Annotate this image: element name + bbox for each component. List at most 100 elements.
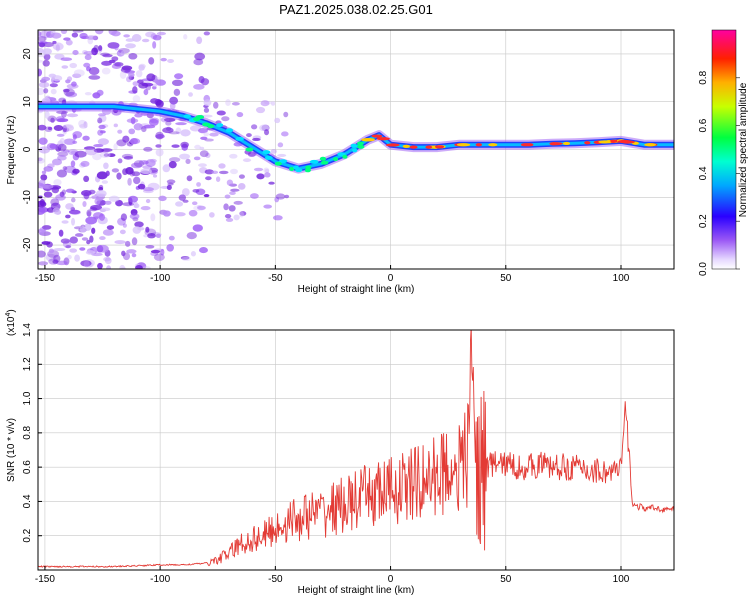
spectrogram-xlabel: Height of straight line (km) [298, 284, 415, 295]
noise-blob [38, 81, 50, 88]
noise-blob [162, 164, 171, 173]
noise-blob [132, 81, 139, 87]
noise-blob [108, 59, 116, 64]
noise-blob [96, 171, 108, 180]
noise-blob [274, 117, 281, 124]
noise-blob [69, 210, 81, 215]
noise-blob [66, 76, 73, 82]
noise-blob [38, 157, 45, 164]
noise-blob [100, 207, 111, 212]
noise-blob [249, 193, 259, 199]
noise-blob [277, 142, 284, 148]
y-tick-label: 0 [22, 146, 33, 152]
noise-blob [55, 194, 66, 201]
noise-blob [183, 34, 188, 40]
noise-blob [194, 52, 206, 61]
noise-blob [111, 168, 120, 173]
noise-blob [171, 144, 180, 148]
colorbar-tick-label: 0.2 [698, 214, 709, 228]
noise-blob [50, 88, 57, 95]
noise-blob [168, 235, 175, 241]
ridge-core [183, 114, 191, 119]
noise-blob [186, 175, 193, 182]
noise-blob [122, 202, 135, 207]
noise-blob [62, 166, 68, 171]
noise-blob [200, 136, 208, 140]
noise-blob [38, 68, 43, 77]
noise-blob [199, 150, 209, 158]
noise-blob [69, 248, 78, 253]
noise-blob [103, 162, 109, 170]
noise-blob [142, 165, 153, 170]
noise-blob [116, 172, 122, 180]
snr-series [38, 330, 674, 568]
noise-blob [105, 170, 110, 177]
noise-blob [92, 153, 102, 161]
colorbar-ticks: 0.0 0.2 0.4 0.6 0.8 [698, 70, 740, 276]
ridge-core [609, 139, 617, 143]
noise-blob [82, 50, 88, 55]
noise-blob [143, 234, 149, 238]
noise-blob [202, 114, 213, 118]
noise-blob [117, 158, 123, 164]
ridge-core [350, 143, 358, 148]
noise-blob [147, 182, 160, 191]
noise-blob [181, 256, 192, 262]
noise-blob [57, 143, 67, 152]
noise-blob [41, 76, 51, 82]
noise-blob [56, 133, 65, 137]
x-tick-label: -100 [150, 273, 170, 284]
noise-blob [74, 254, 81, 262]
noise-blob [96, 89, 104, 96]
noise-blob [133, 200, 138, 209]
noise-blob [83, 260, 90, 268]
ridge-core [342, 154, 348, 159]
noise-blob [188, 209, 198, 217]
noise-blob [145, 226, 150, 233]
noise-blob [203, 194, 210, 198]
y-tick-label: 1.4 [22, 323, 33, 337]
x-tick-label: 0 [388, 574, 394, 585]
noise-blob [49, 143, 58, 149]
noise-blob [135, 70, 143, 78]
noise-blob [233, 214, 240, 221]
ridge-core [245, 147, 254, 152]
ridge-core [278, 159, 288, 164]
noise-blob [84, 91, 92, 96]
noise-blob [98, 184, 104, 190]
noise-blob [50, 117, 55, 123]
ridge-core [320, 160, 329, 165]
noise-blob [113, 143, 118, 151]
noise-blob [93, 44, 99, 53]
noise-blob [41, 170, 47, 175]
noise-blob [155, 100, 164, 108]
noise-blob [49, 83, 58, 88]
noise-blob [165, 126, 172, 131]
noise-blob [91, 47, 98, 56]
noise-blob [134, 113, 143, 118]
noise-blob [45, 253, 56, 262]
noise-blob [229, 191, 236, 196]
noise-blob [160, 248, 165, 256]
noise-blob [166, 244, 174, 252]
noise-blob [128, 72, 135, 78]
snr-panel: -150 -100 -50 0 50 100 0.20.40.60.81.01.21.4 … [5, 309, 675, 596]
noise-blob [138, 82, 149, 89]
noise-blob [148, 118, 159, 126]
noise-blob [284, 194, 290, 199]
noise-blob [51, 158, 63, 166]
noise-blob [196, 36, 203, 45]
noise-blob [59, 191, 65, 198]
noise-blob [71, 32, 79, 38]
noise-blob [224, 213, 232, 219]
noise-blob [152, 83, 158, 87]
noise-blob [216, 110, 226, 116]
snr-scale-exponent: 4 [5, 313, 12, 317]
noise-blob [150, 249, 161, 254]
noise-blob [53, 247, 66, 252]
ridge-core [644, 143, 657, 147]
noise-blob [186, 231, 197, 240]
colorbar-scale [711, 29, 737, 270]
noise-blob [125, 43, 136, 49]
ridge-core [357, 144, 365, 149]
